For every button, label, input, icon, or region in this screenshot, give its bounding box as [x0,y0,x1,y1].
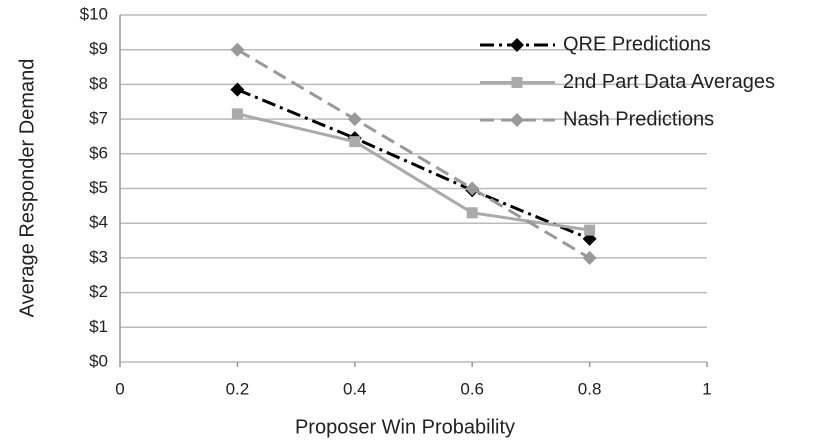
marker [230,42,245,57]
x-tick-label: 0.6 [460,379,484,398]
marker [511,77,523,88]
y-tick-label: $7 [89,109,108,128]
y-tick-label: $4 [89,213,108,232]
marker [466,207,478,219]
marker [349,136,361,148]
y-tick-label: $0 [89,351,108,370]
marker [231,108,243,120]
y-axis-label: Average Responder Demand [16,59,38,318]
marker [510,113,524,127]
series-line [236,48,591,260]
legend-label: QRE Predictions [563,33,711,55]
x-tick-label: 1 [702,379,711,398]
x-tick-label: 0.2 [226,379,250,398]
marker [347,112,362,127]
x-tick-label: 0.8 [578,379,602,398]
marker [584,224,596,236]
y-tick-label: $6 [89,143,108,162]
y-tick-label: $5 [89,178,108,197]
x-axis-label: Proposer Win Probability [295,416,515,438]
marker [510,38,524,52]
legend-label: 2nd Part Data Averages [563,71,775,93]
y-tick-label: $8 [89,74,108,93]
marker [465,181,480,196]
x-tick-label: 0.4 [343,379,367,398]
y-tick-label: $10 [80,4,108,23]
x-tick-label: 0 [115,379,124,398]
marker [582,250,597,265]
marker [230,82,245,97]
y-tick-label: $3 [89,247,108,266]
y-tick-label: $2 [89,282,108,301]
series-line [237,112,590,232]
series-line [236,88,591,241]
y-tick-label: $1 [89,317,108,336]
y-tick-label: $9 [89,39,108,58]
legend-label: Nash Predictions [563,108,714,130]
